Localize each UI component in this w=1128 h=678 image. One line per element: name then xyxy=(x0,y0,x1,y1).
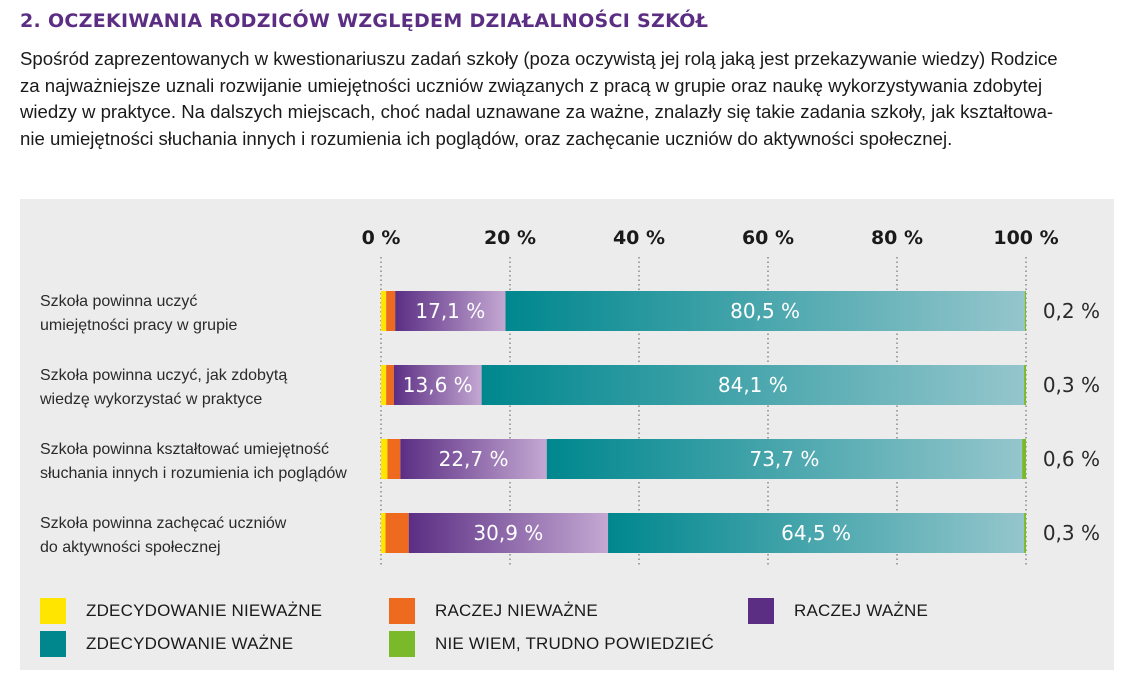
data-label: 0,3 % xyxy=(1043,521,1100,545)
intro-paragraph: Spośród zaprezentowanych w kwestionarius… xyxy=(20,46,1120,152)
bar-segment xyxy=(481,365,1025,405)
data-label: 84,1 % xyxy=(718,373,788,397)
bar-segment xyxy=(608,513,1025,553)
category-label: słuchania innych i rozumienia ich pogląd… xyxy=(40,465,347,482)
legend-swatch xyxy=(40,598,66,624)
bar-segment xyxy=(546,439,1023,479)
category-label: Szkoła powinna zachęcać uczniów xyxy=(40,515,287,532)
category-label: Szkoła powinna uczyć, jak zdobytą xyxy=(40,367,287,384)
data-label: 22,7 % xyxy=(439,447,509,471)
data-label: 17,1 % xyxy=(415,299,485,323)
legend-swatch xyxy=(40,631,66,657)
chart-panel: 0 % 20 % 40 % 60 % 80 % 100 % Szkoła powinna u… xyxy=(20,199,1114,670)
legend-item: ZDECYDOWANIE NIEWAŻNE xyxy=(40,598,322,624)
legend-swatch xyxy=(748,598,774,624)
legend-label: RACZEJ NIEWAŻNE xyxy=(435,601,598,620)
data-label: 80,5 % xyxy=(730,299,800,323)
bar-segment xyxy=(400,439,547,479)
bar-segment xyxy=(386,291,396,331)
bar-segment xyxy=(408,513,609,553)
bar-segment xyxy=(385,513,409,553)
category-label: wiedzę wykorzystać w praktyce xyxy=(39,391,262,408)
bar-segment xyxy=(1024,365,1026,405)
section-heading: 2. OCZEKIWANIA RODZICÓW WZGLĘDEM DZIAŁAL… xyxy=(20,10,709,32)
legend-swatch xyxy=(389,598,415,624)
category-label: Szkoła powinna kształtować umiejętność xyxy=(40,441,329,458)
legend-label: RACZEJ WAŻNE xyxy=(794,601,928,620)
bar-segment xyxy=(381,439,388,479)
x-tick-label: 0 % xyxy=(362,227,401,249)
bar-segment xyxy=(1024,291,1026,331)
bar-segment xyxy=(393,365,482,405)
intro-line: wiedzy w praktyce. Na dalszych miejscach… xyxy=(20,101,1054,122)
bar-segment xyxy=(381,513,386,553)
bar-segment xyxy=(395,291,506,331)
x-tick-label: 40 % xyxy=(613,227,665,249)
chart-legend: ZDECYDOWANIE NIEWAŻNE RACZEJ NIEWAŻNE RA… xyxy=(20,590,1114,670)
stacked-bar-chart: 0 % 20 % 40 % 60 % 80 % 100 % Szkoła powinna u… xyxy=(39,227,1100,567)
intro-line: nie umiejętności słuchania innych i rozu… xyxy=(20,127,953,149)
legend-swatch xyxy=(389,631,415,657)
data-label: 0,3 % xyxy=(1043,373,1100,397)
category-label: Szkoła powinna uczyć xyxy=(40,293,197,310)
bar-segment xyxy=(387,439,401,479)
legend-label: NIE WIEM, TRUDNO POWIEDZIEĆ xyxy=(435,634,714,653)
x-tick-label: 100 % xyxy=(993,227,1058,249)
legend-item: RACZEJ WAŻNE xyxy=(748,598,928,624)
x-tick-label: 80 % xyxy=(871,227,923,249)
legend-item: NIE WIEM, TRUDNO POWIEDZIEĆ xyxy=(389,631,714,657)
bar-segment xyxy=(1022,439,1026,479)
legend-label: ZDECYDOWANIE WAŻNE xyxy=(86,634,294,653)
data-label: 0,6 % xyxy=(1043,447,1100,471)
x-tick-label: 20 % xyxy=(484,227,536,249)
legend-item: RACZEJ NIEWAŻNE xyxy=(389,598,598,624)
legend-label: ZDECYDOWANIE NIEWAŻNE xyxy=(86,601,323,620)
intro-line: za najważniejsze uznali rozwijanie umiej… xyxy=(20,74,1043,96)
intro-line: Spośród zaprezentowanych w kwestionarius… xyxy=(20,48,1058,69)
legend-item: ZDECYDOWANIE WAŻNE xyxy=(40,631,293,657)
data-label: 0,2 % xyxy=(1043,299,1100,323)
bar-segment xyxy=(1024,513,1026,553)
category-label: umiejętności pracy w grupie xyxy=(40,317,238,334)
bar-segment xyxy=(381,291,387,331)
data-label: 13,6 % xyxy=(403,373,473,397)
category-label: do aktywności społecznej xyxy=(40,539,221,556)
data-label: 73,7 % xyxy=(749,447,819,471)
x-tick-label: 60 % xyxy=(742,227,794,249)
bar-segment xyxy=(386,365,394,405)
bar-segment xyxy=(505,291,1025,331)
data-label: 64,5 % xyxy=(781,521,851,545)
data-label: 30,9 % xyxy=(473,521,543,545)
bar-segment xyxy=(381,365,387,405)
